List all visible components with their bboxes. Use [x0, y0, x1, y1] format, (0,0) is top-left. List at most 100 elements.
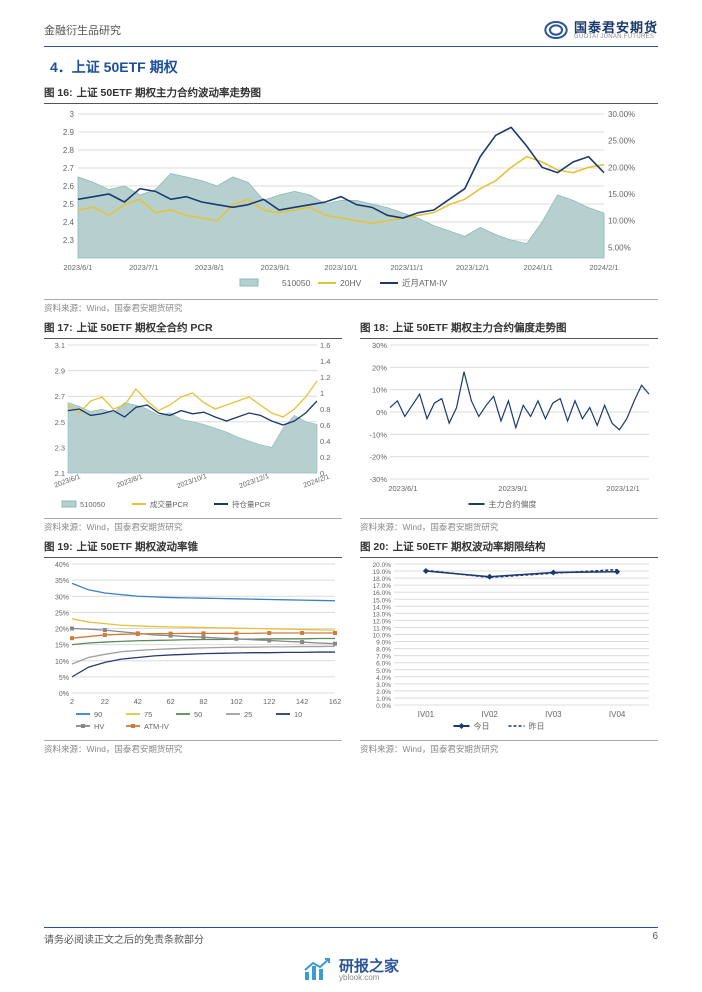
page-number: 6 [652, 931, 658, 946]
section-title: 4．上证 50ETF 期权 [50, 57, 658, 77]
fig18-no: 图 18: [360, 322, 389, 334]
fig19-no: 图 19: [44, 541, 73, 553]
svg-text:11.0%: 11.0% [373, 625, 391, 632]
svg-text:15.0%: 15.0% [373, 597, 392, 604]
fig20-chart: 0.0%1.0%2.0%3.0%4.0%5.0%6.0%7.0%8.0%9.0%… [360, 560, 657, 735]
svg-text:0%: 0% [376, 408, 387, 417]
svg-text:75: 75 [144, 710, 152, 719]
svg-text:17.0%: 17.0% [373, 583, 392, 590]
svg-text:62: 62 [166, 697, 174, 706]
svg-text:2.6: 2.6 [63, 182, 75, 191]
fig16-no: 图 16: [44, 87, 73, 99]
svg-text:2: 2 [70, 697, 74, 706]
svg-text:9.0%: 9.0% [376, 640, 391, 647]
svg-text:-10%: -10% [369, 430, 387, 439]
svg-text:0.4: 0.4 [320, 437, 330, 446]
svg-text:16.0%: 16.0% [373, 590, 392, 597]
svg-text:-20%: -20% [369, 453, 387, 462]
svg-text:0.6: 0.6 [320, 421, 330, 430]
svg-text:5.0%: 5.0% [376, 668, 391, 675]
svg-text:1.6: 1.6 [320, 341, 330, 350]
svg-text:25%: 25% [55, 610, 69, 617]
svg-text:IV04: IV04 [609, 710, 626, 719]
svg-text:2023/6/1: 2023/6/1 [63, 263, 92, 272]
svg-text:2.5: 2.5 [55, 418, 65, 427]
svg-text:10.00%: 10.00% [608, 217, 635, 226]
svg-text:10%: 10% [55, 659, 69, 666]
svg-text:0%: 0% [59, 691, 69, 698]
svg-text:2.3: 2.3 [63, 236, 75, 245]
fig20-title: 上证 50ETF 期权波动率期限结构 [393, 541, 546, 553]
fig16-chart: 2.32.42.52.62.72.82.935.00%10.00%15.00%2… [44, 106, 656, 294]
svg-text:HV: HV [94, 722, 104, 731]
svg-text:5.00%: 5.00% [608, 243, 631, 252]
fig16-title: 上证 50ETF 期权主力合约波动率走势图 [77, 87, 261, 99]
svg-text:2023/10/1: 2023/10/1 [176, 473, 208, 490]
svg-text:2.9: 2.9 [63, 128, 75, 137]
svg-text:14.0%: 14.0% [373, 604, 392, 611]
svg-text:2023/6/1: 2023/6/1 [388, 484, 417, 493]
svg-text:2024/2/1: 2024/2/1 [589, 263, 618, 272]
svg-text:20%: 20% [55, 627, 69, 634]
svg-text:20%: 20% [372, 363, 387, 372]
svg-text:3: 3 [70, 110, 75, 119]
svg-text:-30%: -30% [369, 475, 387, 484]
fig17: 图 17:上证 50ETF 期权全合约 PCR 2.12.32.52.72.93… [44, 320, 342, 533]
fig18-title: 上证 50ETF 期权主力合约偏度走势图 [393, 322, 567, 334]
svg-text:18.0%: 18.0% [373, 576, 392, 583]
logo: 国泰君安期货 GUOTAI JUNAN FUTURES [544, 18, 658, 42]
svg-text:25: 25 [244, 710, 252, 719]
fig16-source: 资料来源：Wind，国泰君安期货研究 [44, 299, 658, 314]
svg-text:昨日: 昨日 [529, 721, 545, 731]
svg-text:10%: 10% [372, 386, 387, 395]
svg-text:42: 42 [134, 697, 142, 706]
watermark-icon [303, 958, 333, 982]
svg-text:1.4: 1.4 [320, 357, 330, 366]
svg-text:2023/10/1: 2023/10/1 [324, 263, 357, 272]
svg-text:2023/8/1: 2023/8/1 [116, 474, 144, 490]
fig20-source: 资料来源：Wind，国泰君安期货研究 [360, 740, 658, 755]
svg-text:5%: 5% [59, 675, 69, 682]
svg-text:30%: 30% [55, 594, 69, 601]
watermark: 研报之家 yblook.com [303, 958, 399, 982]
fig19-source: 资料来源：Wind，国泰君安期货研究 [44, 740, 342, 755]
svg-text:2023/12/1: 2023/12/1 [238, 473, 270, 490]
fig17-source: 资料来源：Wind，国泰君安期货研究 [44, 518, 342, 533]
svg-text:2024/2/1: 2024/2/1 [302, 474, 330, 490]
svg-text:2.5: 2.5 [63, 200, 75, 209]
svg-text:30%: 30% [372, 341, 387, 350]
logo-en: GUOTAI JUNAN FUTURES [574, 34, 658, 40]
svg-text:122: 122 [263, 697, 276, 706]
svg-text:2.7: 2.7 [63, 164, 75, 173]
svg-text:4.0%: 4.0% [376, 675, 391, 682]
svg-text:12.0%: 12.0% [373, 618, 392, 625]
svg-text:0.0%: 0.0% [376, 703, 391, 710]
fig18-source: 资料来源：Wind，国泰君安期货研究 [360, 518, 658, 533]
svg-text:40%: 40% [55, 562, 69, 569]
svg-text:今日: 今日 [474, 721, 490, 731]
svg-text:ATM-IV: ATM-IV [144, 722, 169, 731]
page-footer: 请务必阅读正文之后的免责条款部分 6 [44, 927, 658, 946]
svg-text:142: 142 [296, 697, 309, 706]
page-header: 金融衍生品研究 国泰君安期货 GUOTAI JUNAN FUTURES [44, 18, 658, 47]
header-left-text: 金融衍生品研究 [44, 22, 121, 38]
svg-text:15%: 15% [55, 643, 69, 650]
fig16: 图 16:上证 50ETF 期权主力合约波动率走势图 2.32.42.52.62… [44, 85, 658, 314]
svg-text:35%: 35% [55, 578, 69, 585]
svg-text:3.1: 3.1 [55, 341, 65, 350]
svg-text:510050: 510050 [80, 500, 105, 509]
svg-text:20HV: 20HV [340, 278, 362, 288]
svg-text:3.0%: 3.0% [376, 682, 391, 689]
svg-text:2023/12/1: 2023/12/1 [606, 484, 639, 493]
fig17-chart: 2.12.32.52.72.93.100.20.40.60.811.21.41.… [44, 341, 341, 513]
svg-text:22: 22 [101, 697, 109, 706]
svg-text:2023/11/1: 2023/11/1 [390, 263, 423, 272]
svg-text:0.2: 0.2 [320, 453, 330, 462]
svg-text:30.00%: 30.00% [608, 110, 635, 119]
svg-text:近月ATM-IV: 近月ATM-IV [402, 278, 448, 288]
svg-text:2.3: 2.3 [55, 443, 65, 452]
fig20-no: 图 20: [360, 541, 389, 553]
svg-text:2.9: 2.9 [55, 367, 65, 376]
svg-text:IV02: IV02 [481, 710, 498, 719]
svg-text:15.00%: 15.00% [608, 190, 635, 199]
